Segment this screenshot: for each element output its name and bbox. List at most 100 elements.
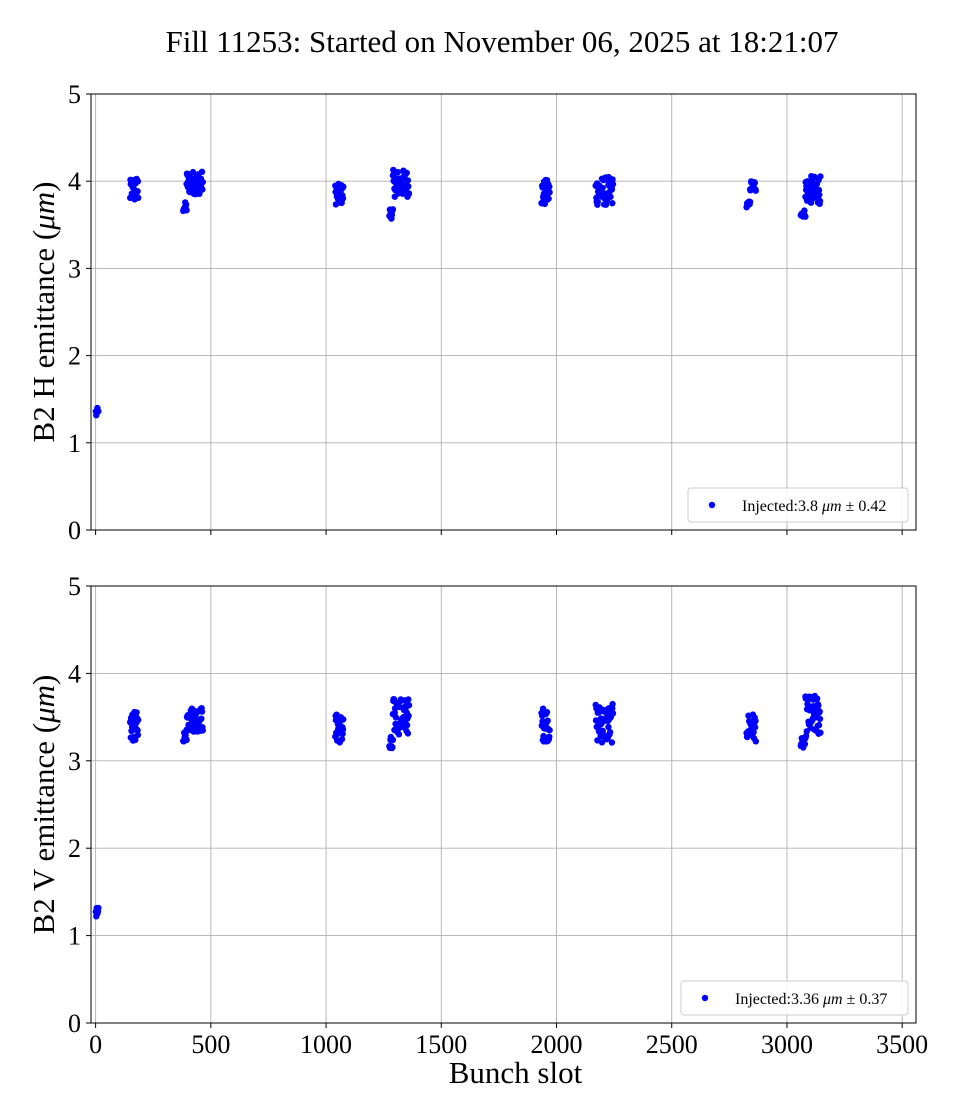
data-point [607, 193, 614, 200]
data-point [95, 904, 102, 912]
panel-b2-v-emittance: 0 500 1000 1500 2000 2500 3000 3500 0 1 2 3 4 5 B2 V e… [26, 572, 928, 1090]
data-point [814, 695, 821, 702]
data-point [183, 207, 190, 214]
y-tick-label: 3 [68, 747, 81, 776]
axes-frame [90, 585, 917, 1024]
legend-label-unit: μm [821, 498, 842, 515]
data-point [606, 728, 614, 736]
x-tick-label: 3500 [876, 1030, 928, 1059]
data-point [546, 733, 553, 740]
data-point [750, 728, 757, 736]
x-axis-label: Bunch slot [449, 1055, 583, 1090]
y-axis-label-unit: μm [26, 192, 61, 231]
data-point [405, 190, 413, 197]
data-point [405, 696, 412, 703]
data-point [599, 184, 606, 192]
data-point [134, 188, 141, 195]
data-point [134, 727, 141, 734]
data-point [816, 708, 823, 715]
data-point [752, 738, 759, 745]
data-point [609, 700, 616, 708]
data-point [405, 702, 413, 709]
data-point [609, 176, 616, 183]
data-point [751, 179, 758, 187]
x-tick-label: 3000 [761, 1030, 813, 1059]
data-point [389, 744, 396, 751]
data-point [338, 735, 346, 743]
y-tick-label: 4 [68, 659, 81, 688]
legend: Injected:3.8 μm ± 0.42 [687, 487, 909, 523]
data-point [404, 177, 412, 184]
x-tick-label: 500 [191, 1030, 230, 1059]
data-point [198, 168, 206, 175]
data-point [405, 183, 412, 190]
data-point [199, 186, 206, 193]
legend-label-prefix: Injected:3.8 [742, 498, 822, 515]
data-point [546, 183, 553, 190]
y-tick-label: 5 [68, 572, 81, 601]
data-point [405, 712, 412, 719]
legend-marker [708, 501, 716, 509]
data-point [817, 173, 824, 180]
axes-frame [90, 93, 917, 531]
data-point [609, 181, 617, 188]
y-tick-label: 5 [68, 80, 81, 109]
y-axis-label: B2 H emittance (μm) [26, 182, 61, 443]
x-tick-label: 2500 [646, 1030, 698, 1059]
data-point [340, 183, 347, 190]
y-axis-label-text: B2 H emittance ( [26, 230, 61, 443]
y-tick-label: 2 [68, 342, 81, 371]
x-tick-label: 1000 [300, 1030, 352, 1059]
data-point [184, 712, 191, 719]
data-point [394, 168, 401, 176]
y-tick-label: 2 [68, 834, 81, 863]
y-axis-label: B2 V emittance (μm) [26, 675, 61, 935]
data-point [339, 730, 346, 738]
data-point [135, 194, 142, 201]
data-point [134, 731, 142, 739]
data-point [135, 716, 142, 724]
data-point [816, 197, 824, 205]
data-point [182, 201, 190, 208]
data-point [198, 715, 205, 722]
legend-label-unit: μm [822, 991, 843, 1008]
data-point [598, 739, 606, 746]
data-point [815, 702, 822, 709]
data-point [608, 186, 616, 193]
data-point [608, 739, 616, 746]
data-point [198, 708, 206, 715]
y-axis-label-close: ) [26, 675, 61, 685]
legend-label-prefix: Injected:3.36 [735, 991, 823, 1008]
data-point [389, 736, 397, 743]
data-point [546, 189, 553, 196]
data-point [392, 714, 400, 721]
data-point [801, 740, 809, 748]
data-point [816, 191, 823, 198]
legend-box [687, 487, 909, 523]
data-point [199, 727, 206, 734]
data-point [609, 710, 617, 717]
data-point [132, 736, 139, 744]
data-point [543, 709, 551, 716]
data-point [403, 721, 411, 729]
data-point [802, 213, 809, 220]
data-point [815, 186, 823, 194]
x-tick-label: 1500 [415, 1030, 467, 1059]
y-axis-label-close: ) [26, 182, 61, 192]
legend-label-suffix: ± 0.42 [842, 498, 887, 515]
data-point [546, 726, 553, 734]
data-point [817, 729, 824, 736]
legend-label-suffix: ± 0.37 [843, 991, 888, 1008]
data-point [801, 207, 808, 214]
data-point [339, 726, 347, 733]
x-tick-label: 0 [89, 1030, 102, 1059]
data-point [816, 715, 824, 723]
legend-box [680, 980, 909, 1016]
data-point [605, 723, 612, 731]
y-axis-label-text: B2 V emittance ( [26, 723, 61, 935]
data-point [133, 709, 140, 716]
y-tick-label: 1 [68, 922, 81, 951]
data-point [545, 195, 552, 202]
